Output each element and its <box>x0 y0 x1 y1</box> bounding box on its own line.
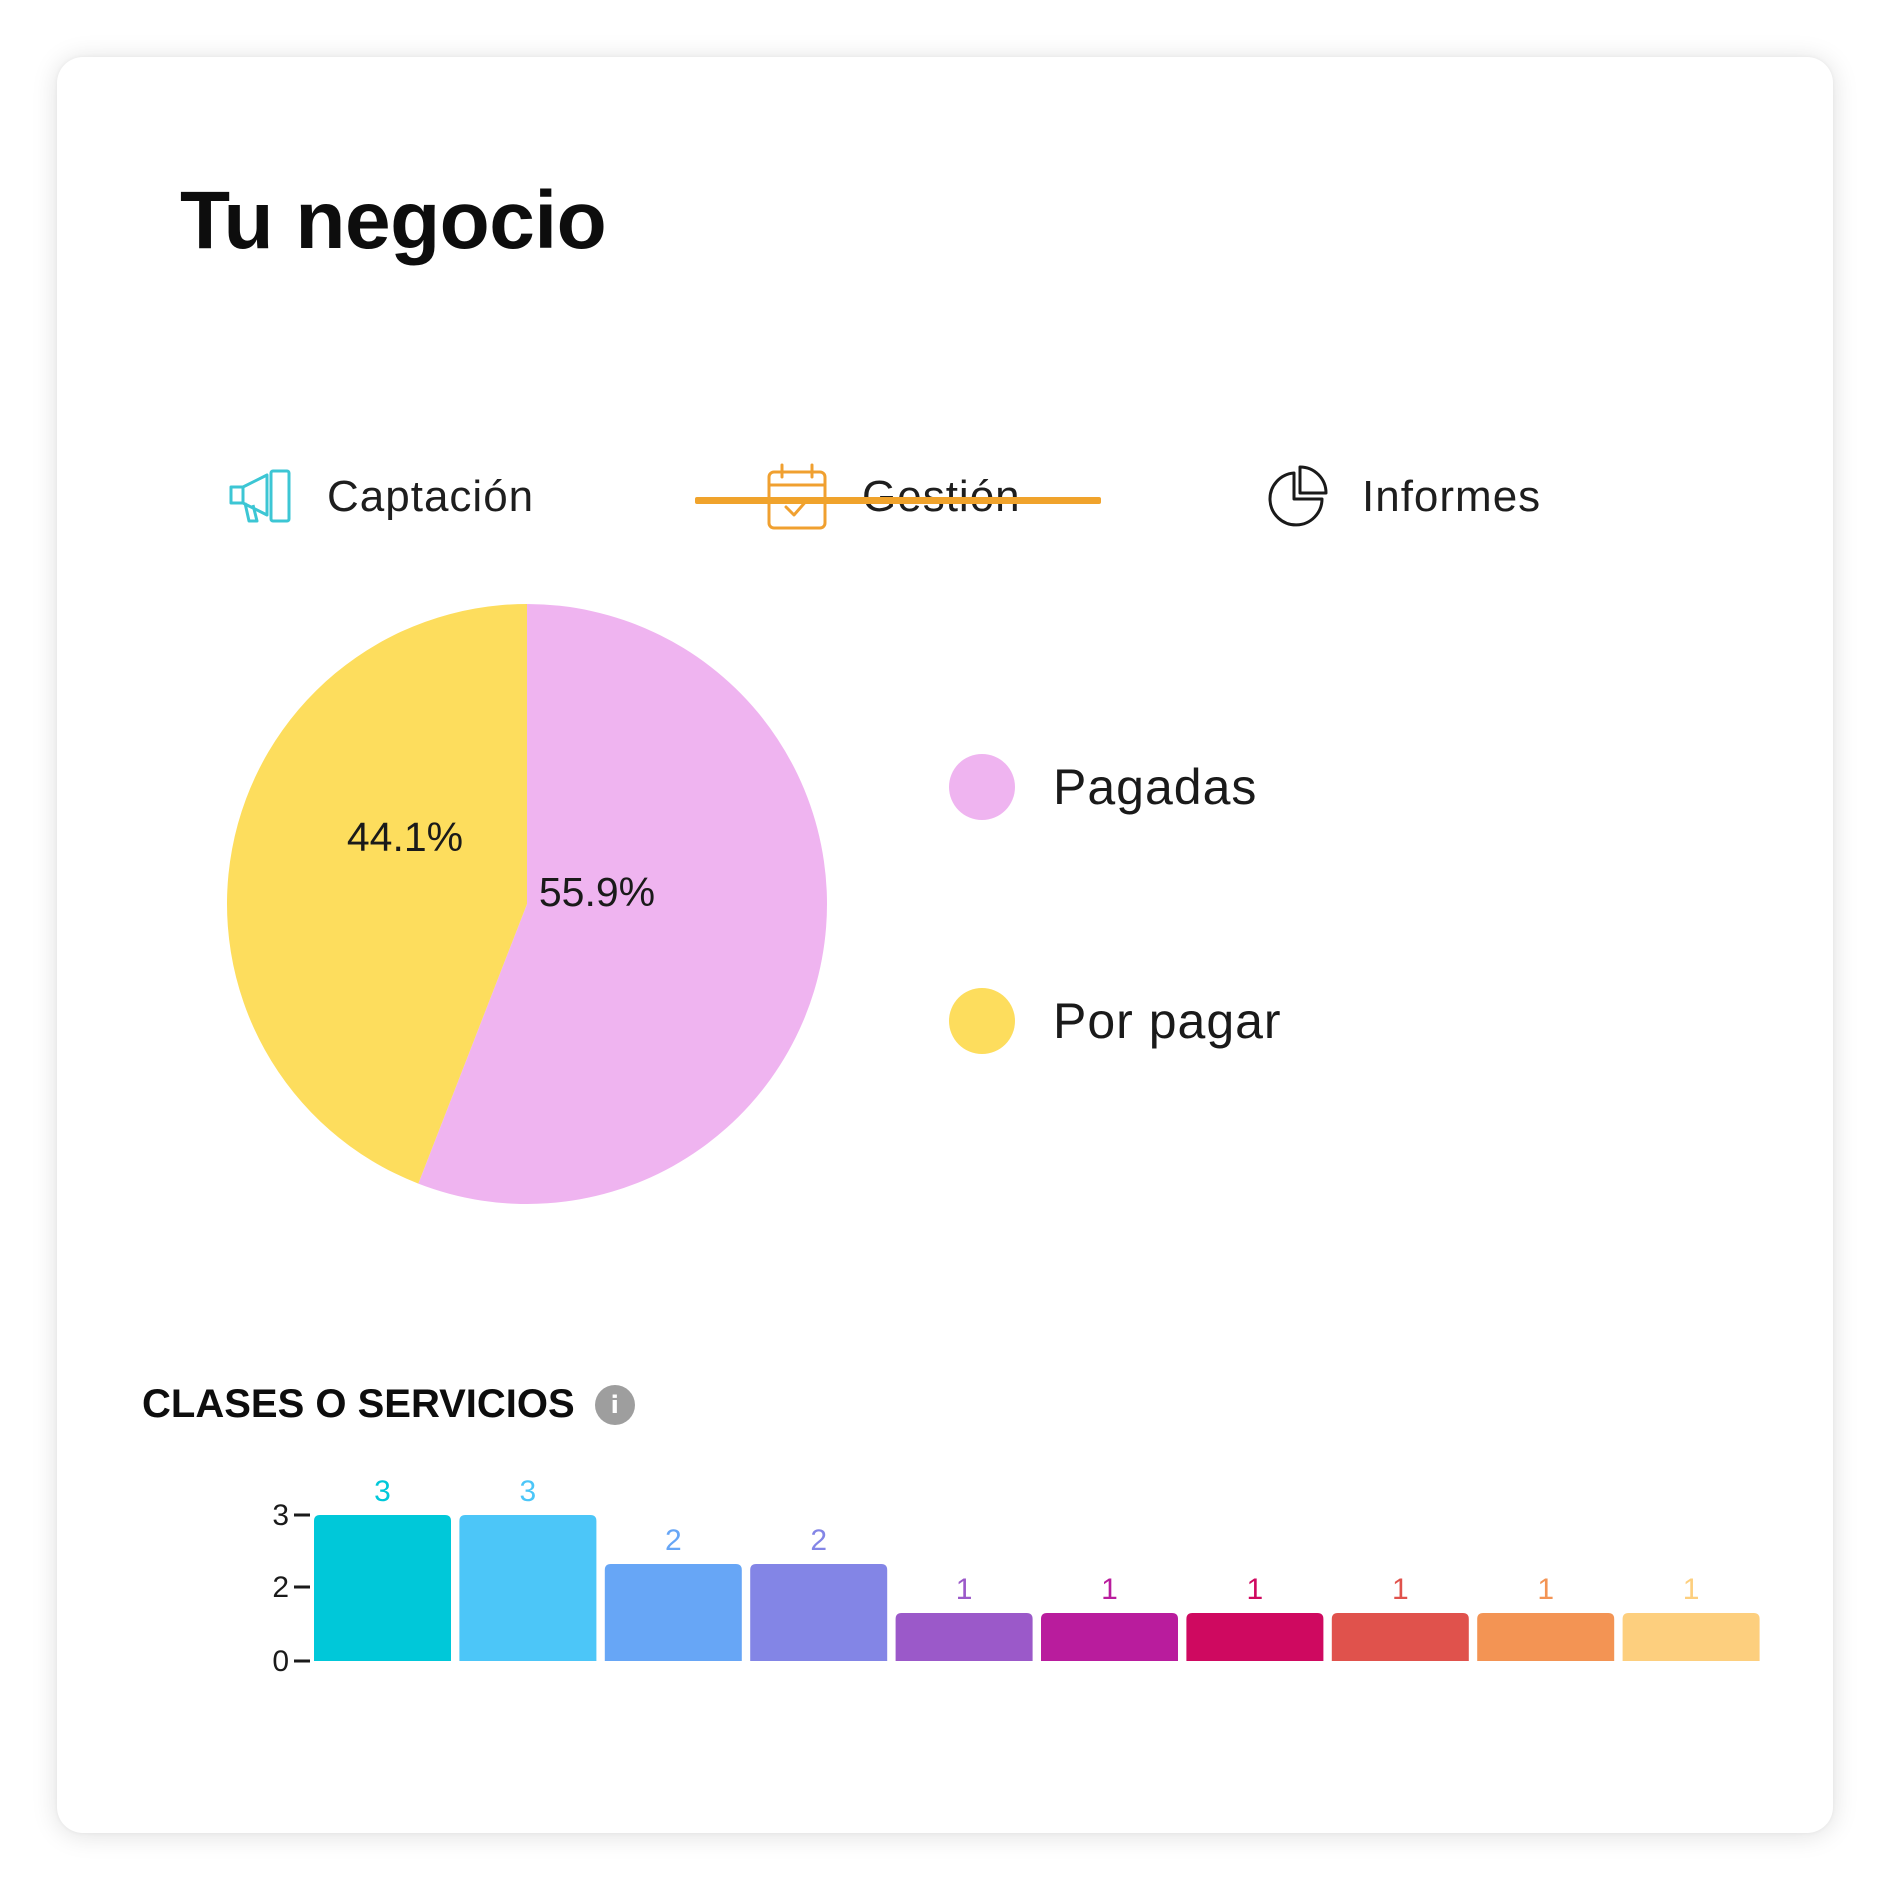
active-tab-indicator <box>695 497 1101 504</box>
bar-5[interactable] <box>895 1613 1033 1661</box>
tab-captacion-label: Captación <box>327 472 535 521</box>
bar-value-label: 1 <box>1101 1573 1118 1606</box>
pie-label-por-pagar: 44.1% <box>347 814 463 860</box>
y-tick-label: 3 <box>272 1499 289 1532</box>
business-card: Tu negocio Captación <box>57 57 1833 1833</box>
info-icon[interactable]: i <box>594 1384 635 1425</box>
section-title-label: CLASES O SERVICIOS <box>142 1382 575 1426</box>
legend-item-por-pagar[interactable]: Por pagar <box>949 988 1282 1054</box>
bar-6[interactable] <box>1041 1613 1178 1661</box>
y-tick-label: 2 <box>272 1571 289 1604</box>
legend-swatch <box>949 988 1015 1054</box>
bar-9[interactable] <box>1477 1613 1615 1661</box>
bar-7[interactable] <box>1186 1613 1324 1661</box>
pie-slice-por-pagar[interactable] <box>226 604 527 1184</box>
pie-label-pagadas: 55.9% <box>539 869 655 915</box>
tab-captacion[interactable]: Captación <box>227 442 534 552</box>
bar-10[interactable] <box>1622 1613 1760 1661</box>
bar-2[interactable] <box>459 1515 597 1661</box>
bar-value-label: 2 <box>665 1524 682 1557</box>
legend-swatch <box>949 754 1015 820</box>
tab-informes[interactable]: Informes <box>1264 442 1541 552</box>
bar-value-label: 1 <box>1537 1573 1554 1606</box>
bar-8[interactable] <box>1331 1613 1469 1661</box>
bar-value-label: 1 <box>1247 1573 1264 1606</box>
bar-value-label: 1 <box>956 1573 973 1606</box>
bar-value-label: 3 <box>520 1475 537 1508</box>
services-bar-chart: 0 2 3 3 3 2 2 1 1 1 1 1 1 <box>272 1475 1760 1678</box>
y-tick-label: 0 <box>272 1645 289 1678</box>
pie-chart-icon <box>1264 465 1328 529</box>
legend-item-pagadas[interactable]: Pagadas <box>949 754 1257 820</box>
bar-1[interactable] <box>314 1515 451 1661</box>
tab-gestion-label: Gestión <box>862 472 1021 522</box>
pie-slice-pagadas[interactable] <box>418 604 827 1204</box>
bar-value-label: 1 <box>1683 1573 1700 1606</box>
page-title: Tu negocio <box>180 175 607 266</box>
legend-label: Pagadas <box>1053 759 1258 815</box>
bar-3[interactable] <box>604 1564 742 1661</box>
bar-value-label: 3 <box>374 1475 391 1508</box>
bar-value-label: 1 <box>1392 1573 1409 1606</box>
payments-pie-chart: 55.9% 44.1% <box>225 602 829 1206</box>
megaphone-icon <box>227 467 293 527</box>
bar-value-label: 2 <box>810 1524 827 1557</box>
tab-informes-label: Informes <box>1362 472 1542 521</box>
legend-label: Por pagar <box>1053 993 1282 1049</box>
section-title: CLASES O SERVICIOS i <box>142 1382 635 1427</box>
bar-4[interactable] <box>750 1564 888 1661</box>
